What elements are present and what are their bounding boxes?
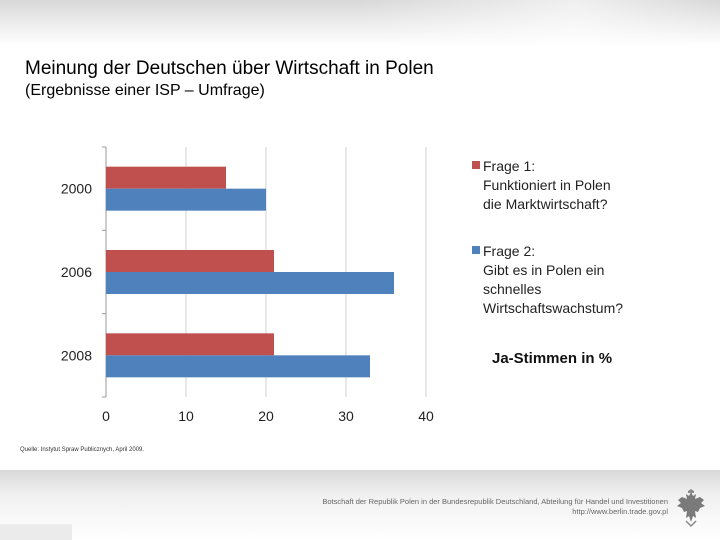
bar-2008-frage-1 [106, 333, 274, 356]
x-tick-label: 20 [258, 408, 274, 424]
bar-2000-frage-2 [106, 188, 266, 211]
legend-q1: Frage 1: Funktioniert in Polen die Markt… [483, 157, 611, 214]
footer-tab [0, 524, 72, 540]
y-category-label: 2008 [61, 347, 92, 363]
legend-q1-line: Frage 1: [483, 158, 536, 174]
footer-band [0, 470, 720, 540]
bar-chart: 0 10 20 30 40 2000 2006 2008 [61, 146, 434, 424]
x-tick-label: 0 [102, 408, 110, 424]
bar-2006-frage-1 [106, 250, 274, 272]
source-note: Quelle: Instytut Spraw Publicznych, Apri… [20, 447, 145, 453]
bar-2000-frage-1 [106, 166, 226, 189]
bars [106, 166, 394, 378]
header-band [0, 0, 720, 46]
footer-text: Botschaft der Republik Polen in der Bund… [322, 497, 668, 517]
legend-q2-line: Gibt es in Polen ein [483, 262, 605, 278]
x-tick-label: 40 [418, 408, 434, 424]
x-tick-label: 30 [338, 408, 354, 424]
legend-swatch-q2 [472, 246, 480, 254]
legend-q1-line: Funktioniert in Polen [483, 177, 611, 193]
x-tick-label: 10 [178, 408, 194, 424]
legend-q1-line: die Marktwirtschaft? [483, 196, 608, 212]
y-category-label: 2006 [61, 264, 92, 280]
legend-q2: Frage 2: Gibt es in Polen ein schnelles … [483, 242, 623, 318]
page-subtitle: (Ergebnisse einer ISP – Umfrage) [25, 82, 265, 99]
y-category-labels: 2000 2006 2008 [61, 181, 92, 364]
polish-eagle-emblem-icon [677, 489, 705, 528]
x-tick-labels: 0 10 20 30 40 [102, 408, 434, 424]
bar-2006-frage-2 [106, 272, 394, 294]
legend-q2-line: schnelles [483, 281, 542, 297]
header-shine [360, 0, 720, 46]
legend-q2-line: Wirtschaftswachstum? [483, 300, 624, 316]
unit-note: Ja-Stimmen in % [492, 350, 613, 367]
footer-line-1: Botschaft der Republik Polen in der Bund… [322, 497, 668, 506]
legend-q2-line: Frage 2: [483, 243, 536, 259]
footer-link[interactable]: http://www.berlin.trade.gov.pl [572, 507, 668, 516]
legend-swatch-q1 [472, 161, 480, 169]
page-title: Meinung der Deutschen über Wirtschaft in… [25, 58, 434, 79]
y-category-label: 2000 [61, 181, 92, 197]
bar-2008-frage-2 [106, 355, 370, 378]
